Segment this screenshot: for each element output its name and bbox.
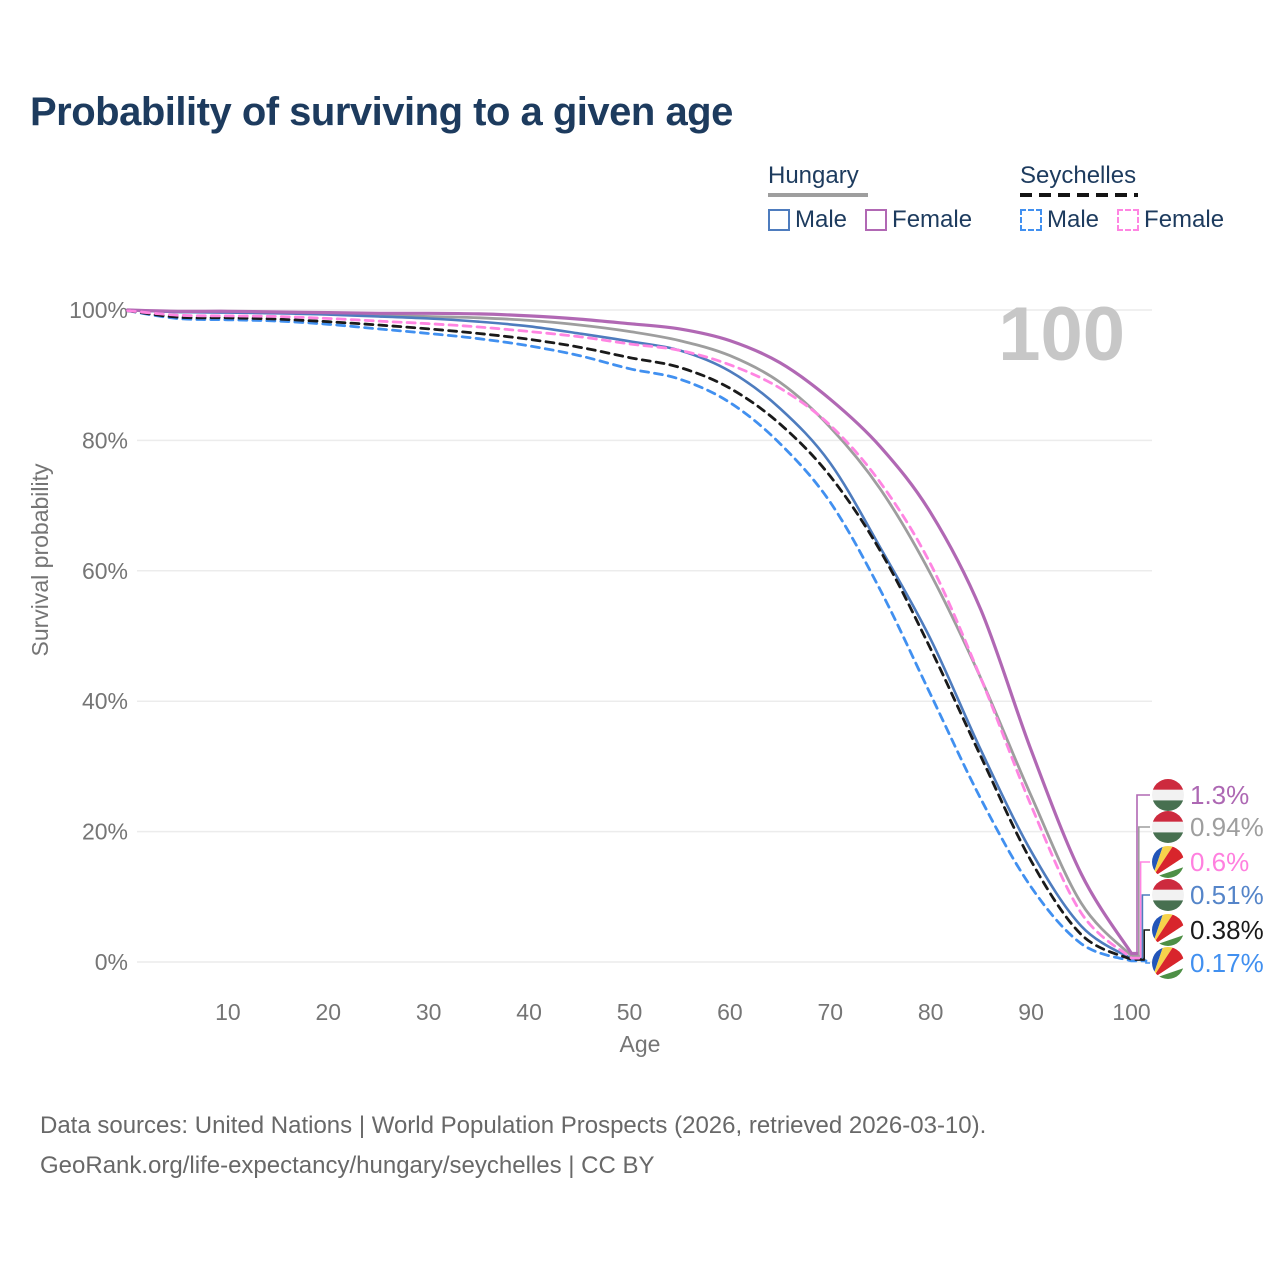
- legend-item-hungary-female[interactable]: Female: [865, 206, 972, 234]
- legend-group-hungary: Hungary Male Female: [768, 162, 972, 234]
- legend-item-label: Male: [795, 206, 848, 233]
- legend-group-seychelles: Seychelles Male Female: [1020, 162, 1224, 234]
- seychelles-flag-icon: [1152, 914, 1184, 946]
- x-tick-label: 50: [617, 999, 643, 1025]
- x-tick-label: 40: [516, 999, 542, 1025]
- y-tick-label: 100%: [69, 297, 128, 323]
- x-tick-label: 20: [316, 999, 342, 1025]
- seychelles-male-swatch-icon: [1020, 209, 1042, 231]
- hungary-combined-line-swatch: [768, 193, 868, 197]
- x-tick-label: 100: [1112, 999, 1150, 1025]
- series-line-hungary-female[interactable]: [125, 308, 1139, 956]
- y-tick-label: 40%: [82, 688, 128, 714]
- data-sources-text: Data sources: United Nations | World Pop…: [40, 1112, 987, 1139]
- chart-legend: Hungary Male Female Seychelles Male: [0, 0, 1280, 250]
- x-tick-label: 70: [818, 999, 844, 1025]
- end-value-label: 1.3%: [1190, 780, 1249, 810]
- seychelles-combined-line-swatch: [1020, 193, 1138, 197]
- x-tick-label: 90: [1018, 999, 1044, 1025]
- end-value-label: 0.51%: [1190, 880, 1264, 910]
- series-line-hungary-total[interactable]: [126, 308, 1141, 958]
- end-label-connector: [1139, 861, 1150, 959]
- legend-item-seychelles-female[interactable]: Female: [1117, 206, 1224, 234]
- hungary-female-swatch-icon: [865, 209, 888, 231]
- age-counter-watermark: 100: [998, 292, 1125, 377]
- x-axis-title: Age: [620, 1031, 661, 1057]
- chart-footer: Data sources: United Nations | World Pop…: [40, 1106, 986, 1186]
- end-value-label: 0.94%: [1190, 812, 1264, 842]
- page-title: Probability of surviving to a given age: [30, 90, 733, 134]
- seychelles-flag-icon: [1152, 947, 1184, 979]
- x-tick-label: 10: [215, 999, 241, 1025]
- x-tick-label: 60: [717, 999, 743, 1025]
- y-tick-label: 80%: [82, 427, 128, 453]
- legend-item-seychelles-male[interactable]: Male: [1020, 206, 1099, 234]
- legend-item-label: Female: [1144, 206, 1225, 233]
- end-label-connector: [1141, 894, 1150, 959]
- end-value-label: 0.17%: [1190, 948, 1264, 978]
- y-tick-label: 60%: [82, 558, 128, 584]
- y-tick-label: 20%: [82, 819, 128, 845]
- seychelles-female-swatch-icon: [1117, 209, 1140, 231]
- legend-item-label: Female: [892, 206, 973, 233]
- attribution-link-text[interactable]: GeoRank.org/life-expectancy/hungary/seyc…: [40, 1152, 655, 1179]
- series-line-seychelles-male[interactable]: [126, 309, 1148, 963]
- seychelles-flag-icon: [1152, 846, 1184, 878]
- hungary-flag-icon: [1152, 879, 1184, 911]
- x-tick-label: 80: [918, 999, 944, 1025]
- end-value-label: 0.6%: [1190, 847, 1249, 877]
- hungary-male-swatch-icon: [768, 209, 790, 231]
- x-tick-label: 30: [416, 999, 442, 1025]
- end-label-connector: [1145, 960, 1150, 964]
- legend-item-label: Male: [1047, 206, 1100, 233]
- legend-country-seychelles[interactable]: Seychelles: [1020, 162, 1137, 189]
- y-tick-label: 0%: [95, 949, 128, 975]
- legend-item-hungary-male[interactable]: Male: [768, 206, 847, 234]
- legend-country-hungary[interactable]: Hungary: [768, 162, 859, 189]
- end-label-connector: [1138, 826, 1150, 956]
- hungary-flag-icon: [1152, 779, 1184, 811]
- series-line-seychelles-female[interactable]: [126, 309, 1142, 960]
- end-label-connector: [1143, 929, 1150, 960]
- end-label-connector: [1136, 794, 1150, 954]
- end-value-label: 0.38%: [1190, 915, 1264, 945]
- series-line-seychelles-total[interactable]: [126, 309, 1146, 961]
- hungary-flag-icon: [1152, 811, 1184, 843]
- y-axis-title: Survival probability: [27, 463, 53, 657]
